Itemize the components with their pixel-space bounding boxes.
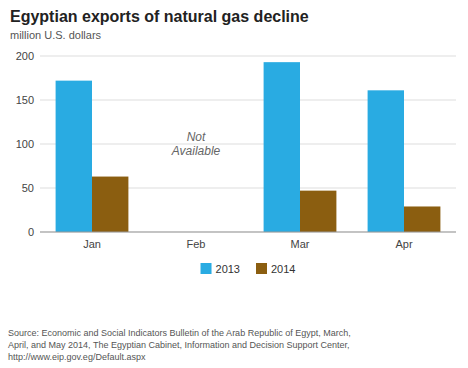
y-tick-label: 0 bbox=[28, 226, 34, 238]
y-tick-label: 100 bbox=[16, 138, 34, 150]
bar bbox=[92, 177, 128, 232]
subtitle: million U.S. dollars bbox=[10, 29, 102, 41]
source-line: http://www.eip.gov.eg/Default.aspx bbox=[8, 352, 146, 362]
legend-label: 2013 bbox=[216, 263, 240, 275]
chart: Egyptian exports of natural gas decline m… bbox=[0, 0, 468, 368]
annotation-line: Available bbox=[171, 144, 221, 158]
bar bbox=[404, 206, 440, 232]
x-tick-label: Jan bbox=[83, 238, 101, 250]
source-line: April, and May 2014, The Egyptian Cabine… bbox=[8, 340, 350, 350]
y-tick-label: 150 bbox=[16, 94, 34, 106]
annotation: NotAvailable bbox=[171, 130, 221, 158]
x-tick-label: Mar bbox=[291, 238, 310, 250]
source: Source: Economic and Social Indicators B… bbox=[8, 328, 351, 362]
grid-line bbox=[40, 232, 456, 233]
bar bbox=[368, 90, 404, 232]
bars bbox=[56, 62, 441, 232]
y-tick-label: 50 bbox=[22, 182, 34, 194]
grid-line bbox=[40, 56, 456, 57]
annotation-line: Not bbox=[187, 130, 206, 144]
legend-swatch bbox=[256, 263, 267, 274]
bar bbox=[300, 191, 336, 232]
legend-label: 2014 bbox=[271, 263, 295, 275]
legend: 2013 2014 bbox=[201, 263, 296, 275]
x-tick-label: Apr bbox=[395, 238, 412, 250]
grid bbox=[40, 56, 456, 232]
x-axis-line bbox=[40, 232, 456, 233]
source-line: Source: Economic and Social Indicators B… bbox=[8, 328, 351, 338]
x-tick-label: Feb bbox=[187, 238, 206, 250]
y-tick-label: 200 bbox=[16, 50, 34, 62]
bar bbox=[56, 81, 92, 232]
title: Egyptian exports of natural gas decline bbox=[10, 8, 309, 25]
bar bbox=[264, 62, 300, 232]
legend-swatch bbox=[201, 263, 212, 274]
